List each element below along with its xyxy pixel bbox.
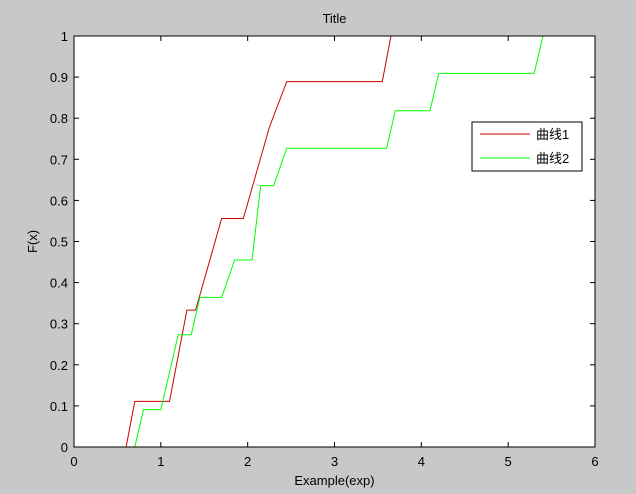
- series-layer: [74, 35, 595, 448]
- legend-box: [471, 121, 583, 172]
- legend: 曲线1 曲线2: [471, 121, 583, 172]
- legend-label-2: 曲线2: [536, 151, 569, 166]
- plot-area: [74, 36, 595, 447]
- y-axis: 0 0.1 0.2 0.3 0.4 0.5 0.6 0.7 0.8 0.9 1: [50, 29, 595, 455]
- x-axis: 0 1 2 3 4 5 6: [70, 36, 599, 469]
- y-tick-label: 0.4: [50, 276, 68, 291]
- y-tick-label: 0: [61, 440, 68, 455]
- y-tick-label: 0.7: [50, 152, 68, 167]
- y-tick-label: 0.9: [50, 70, 68, 85]
- y-tick-label: 0.6: [50, 193, 68, 208]
- x-axis-label: Example(exp): [294, 473, 374, 488]
- series-line-2: [74, 35, 595, 448]
- y-axis-label: F(x): [25, 230, 40, 253]
- y-tick-label: 0.5: [50, 235, 68, 250]
- x-tick-label: 2: [244, 454, 251, 469]
- x-tick-label: 1: [157, 454, 164, 469]
- y-tick-label: 0.2: [50, 358, 68, 373]
- y-tick-label: 1: [61, 29, 68, 44]
- chart-title: Title: [322, 11, 346, 26]
- y-tick-label: 0.3: [50, 317, 68, 332]
- x-tick-label: 5: [505, 454, 512, 469]
- x-tick-label: 3: [331, 454, 338, 469]
- x-tick-label: 0: [70, 454, 77, 469]
- x-tick-label: 4: [418, 454, 425, 469]
- y-tick-label: 0.8: [50, 111, 68, 126]
- series-line-1: [74, 35, 595, 448]
- y-tick-label: 0.1: [50, 399, 68, 414]
- x-tick-label: 6: [591, 454, 598, 469]
- legend-label-1: 曲线1: [536, 127, 569, 142]
